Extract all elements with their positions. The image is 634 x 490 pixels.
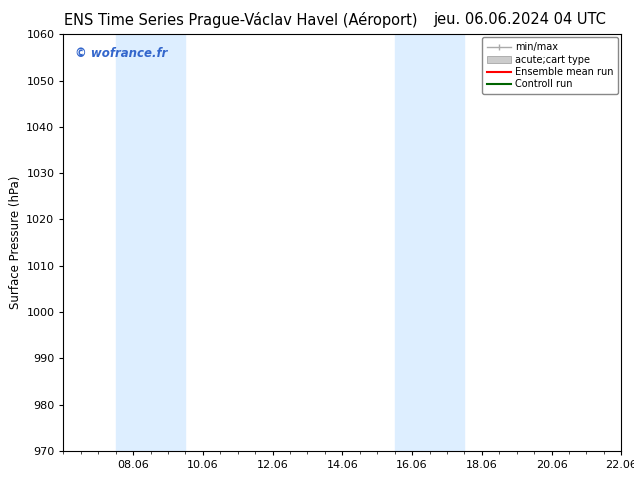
Y-axis label: Surface Pressure (hPa): Surface Pressure (hPa) (9, 176, 22, 309)
Text: jeu. 06.06.2024 04 UTC: jeu. 06.06.2024 04 UTC (434, 12, 606, 27)
Bar (394, 34, 464, 451)
Legend: min/max, acute;cart type, Ensemble mean run, Controll run: min/max, acute;cart type, Ensemble mean … (482, 37, 618, 94)
Text: © wofrance.fr: © wofrance.fr (75, 47, 167, 60)
Text: ENS Time Series Prague-Václav Havel (Aéroport): ENS Time Series Prague-Václav Havel (Aér… (64, 12, 418, 28)
Bar (115, 34, 185, 451)
